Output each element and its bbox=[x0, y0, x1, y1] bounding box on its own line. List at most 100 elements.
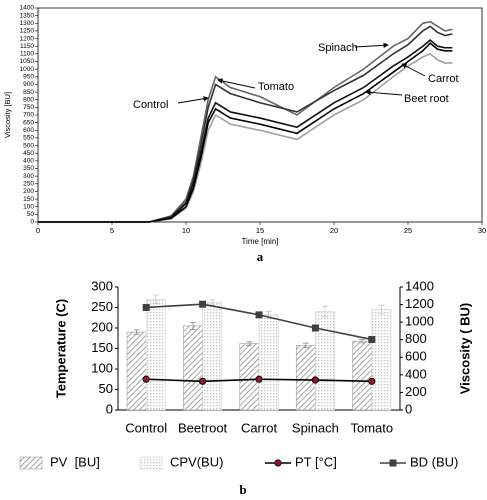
caption: b bbox=[239, 482, 246, 497]
error-bar bbox=[246, 341, 253, 346]
error-bar bbox=[190, 322, 197, 330]
plot-frame bbox=[37, 7, 483, 223]
point bbox=[311, 376, 319, 384]
caption: a bbox=[257, 249, 264, 264]
y-tick-label: 1050 bbox=[20, 58, 35, 65]
y-tick-label: 800 bbox=[23, 96, 34, 103]
point bbox=[199, 300, 207, 308]
series-line bbox=[38, 25, 453, 223]
point bbox=[255, 311, 263, 319]
y-tick-label: 1100 bbox=[20, 51, 34, 58]
bar bbox=[202, 302, 223, 411]
error-bar bbox=[152, 294, 159, 305]
y-tick-label: 650 bbox=[23, 119, 34, 126]
x-tick-label: 25 bbox=[404, 226, 412, 235]
y-tick-label: 50 bbox=[99, 381, 113, 396]
y-tick-label: 1250 bbox=[20, 28, 35, 35]
y-tick-label: 1300 bbox=[20, 20, 35, 27]
error-bar bbox=[321, 305, 328, 318]
y-tick-label: 0 bbox=[106, 401, 113, 416]
error-bar bbox=[133, 329, 140, 335]
legend-label: PV [BU] bbox=[50, 454, 100, 469]
annotation: Carrot bbox=[428, 73, 459, 85]
point bbox=[368, 335, 376, 343]
legend-label: CPV(BU) bbox=[170, 454, 223, 469]
y-tick-label: 0 bbox=[30, 219, 34, 226]
y-axis-title: Viscosity [BU] bbox=[3, 92, 12, 138]
x-axis-title: Time [min] bbox=[241, 237, 278, 246]
y2-tick-label: 1400 bbox=[405, 278, 434, 293]
y-tick-label: 250 bbox=[23, 181, 34, 188]
y2-tick-label: 0 bbox=[405, 401, 412, 416]
legend-label: PT [°C] bbox=[295, 454, 337, 469]
x-tick-label: Tomato bbox=[350, 420, 393, 435]
y-tick-label: 550 bbox=[23, 135, 34, 142]
point bbox=[142, 303, 150, 311]
y2-axis-title: Viscosity ( BU) bbox=[457, 303, 472, 395]
x-tick-label: Control bbox=[125, 420, 167, 435]
point bbox=[255, 375, 263, 383]
y-tick-label: 1000 bbox=[20, 66, 35, 73]
annotation-arrow bbox=[401, 63, 426, 77]
y-tick-label: 700 bbox=[23, 112, 34, 119]
annotation: Spinach bbox=[318, 42, 358, 54]
point bbox=[368, 377, 376, 385]
point bbox=[311, 324, 319, 332]
bar bbox=[183, 325, 203, 411]
y-tick-label: 200 bbox=[91, 319, 113, 334]
annotation-arrow bbox=[217, 78, 256, 89]
error-bar bbox=[302, 342, 309, 348]
annotation: Control bbox=[133, 99, 168, 111]
y-tick-label: 850 bbox=[23, 89, 34, 96]
legend-swatch bbox=[139, 456, 163, 470]
series-line bbox=[38, 20, 453, 223]
x-tick-label: 10 bbox=[182, 226, 190, 235]
y-tick-label: 150 bbox=[91, 340, 113, 355]
x-tick-label: Carrot bbox=[241, 420, 278, 435]
bar bbox=[239, 343, 260, 411]
bar bbox=[126, 331, 147, 411]
series-line bbox=[38, 42, 453, 223]
y-tick-label: 400 bbox=[23, 158, 34, 165]
error-bar bbox=[359, 338, 366, 344]
y-tick-label: 200 bbox=[23, 188, 34, 195]
x-tick-label: 0 bbox=[36, 226, 40, 235]
series-line bbox=[38, 39, 453, 223]
bar bbox=[145, 299, 166, 411]
error-bar bbox=[378, 304, 385, 315]
y-tick-label: 1200 bbox=[20, 35, 35, 42]
y-tick-label: 50 bbox=[27, 211, 35, 218]
y2-tick-label: 200 bbox=[405, 384, 427, 399]
legend-marker bbox=[274, 459, 282, 467]
point bbox=[199, 377, 207, 385]
legend-label: BD (BU) bbox=[410, 454, 458, 469]
y2-tick-label: 800 bbox=[405, 331, 427, 346]
y-tick-label: 750 bbox=[23, 104, 34, 111]
bar bbox=[295, 344, 316, 411]
annotation: Tomato bbox=[258, 81, 294, 93]
x-tick-label: 15 bbox=[256, 226, 264, 235]
y2-tick-label: 1000 bbox=[405, 314, 434, 329]
y-tick-label: 600 bbox=[23, 127, 34, 134]
y2-tick-label: 600 bbox=[405, 349, 427, 364]
x-tick-label: 30 bbox=[478, 226, 486, 235]
x-tick-label: 5 bbox=[110, 226, 114, 235]
y-tick-label: 500 bbox=[23, 142, 34, 149]
y2-tick-label: 1200 bbox=[405, 296, 434, 311]
bar bbox=[258, 314, 279, 411]
annotation-arrow bbox=[354, 42, 389, 48]
bar bbox=[352, 340, 373, 411]
y-tick-label: 100 bbox=[23, 203, 34, 210]
y-tick-label: 450 bbox=[23, 150, 34, 157]
legend-swatch bbox=[19, 456, 43, 470]
y-tick-label: 300 bbox=[23, 173, 34, 180]
series-line bbox=[38, 52, 453, 223]
y-tick-label: 900 bbox=[23, 81, 34, 88]
y-tick-label: 150 bbox=[23, 196, 34, 203]
legend-marker bbox=[389, 459, 397, 467]
y-axis-title: Temperature (C) bbox=[53, 299, 68, 398]
y-tick-label: 950 bbox=[23, 74, 34, 81]
x-tick-label: Beetroot bbox=[178, 420, 228, 435]
y2-tick-label: 400 bbox=[405, 366, 427, 381]
